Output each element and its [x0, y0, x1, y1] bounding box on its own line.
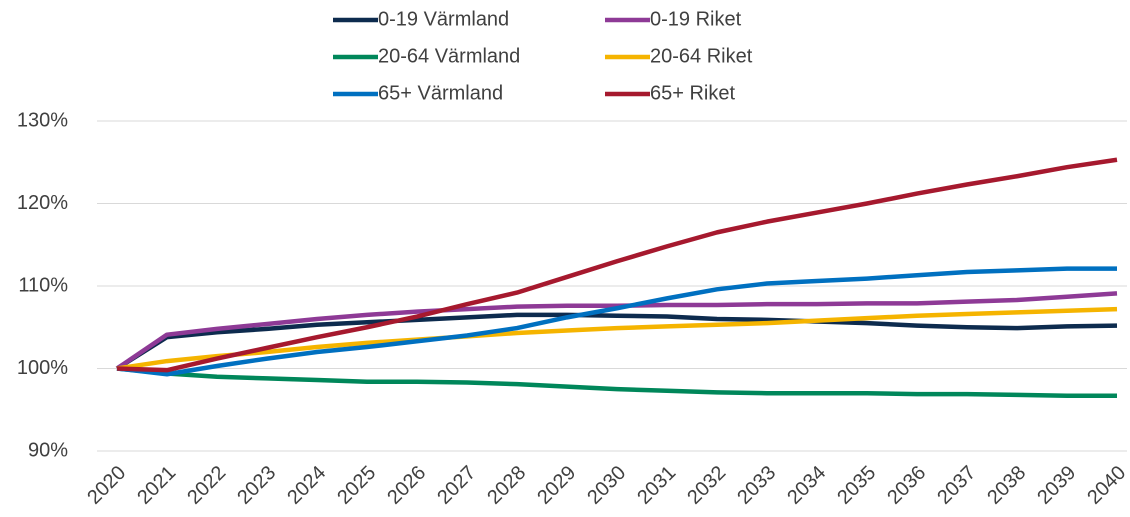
x-tick-label: 2023: [233, 462, 280, 509]
x-tick-label: 2020: [83, 462, 130, 509]
legend-label: 0-19 Riket: [650, 8, 742, 30]
x-tick-label: 2031: [633, 462, 680, 509]
y-tick-label: 110%: [18, 274, 68, 296]
series-line: [115, 312, 1118, 371]
x-tick-label: 2036: [883, 462, 930, 509]
series-line: [115, 291, 1118, 371]
x-tick-label: 2027: [433, 462, 480, 509]
series-line: [116, 366, 1117, 398]
x-tick-label: 2024: [283, 462, 330, 509]
legend-label: 20-64 Riket: [650, 45, 753, 67]
x-tick-label: 2039: [1033, 462, 1080, 509]
y-tick-label: 120%: [17, 192, 68, 214]
x-tick-label: 2032: [683, 462, 730, 509]
legend-label: 65+ Värmland: [378, 82, 503, 104]
x-tick-label: 2037: [933, 462, 980, 509]
x-tick-label: 2035: [833, 462, 880, 509]
legend-label: 65+ Riket: [650, 82, 735, 104]
x-tick-label: 2028: [483, 462, 530, 509]
legend-label: 0-19 Värmland: [378, 8, 509, 30]
y-tick-label: 130%: [17, 109, 68, 131]
series-line: [116, 306, 1118, 371]
x-tick-label: 2040: [1083, 462, 1130, 509]
series-line: [116, 157, 1118, 373]
x-tick-label: 2029: [533, 462, 580, 509]
series-line: [116, 266, 1117, 377]
x-tick-label: 2022: [183, 462, 230, 509]
x-tick-label: 2025: [333, 462, 380, 509]
x-tick-label: 2034: [783, 462, 830, 509]
y-tick-label: 100%: [17, 357, 68, 379]
x-tick-label: 2033: [733, 462, 780, 509]
x-tick-label: 2038: [983, 462, 1030, 509]
x-tick-label: 2021: [133, 462, 180, 509]
x-tick-label: 2026: [383, 462, 430, 509]
y-tick-label: 90%: [28, 439, 68, 461]
legend-label: 20-64 Värmland: [378, 45, 520, 67]
x-tick-label: 2030: [583, 462, 630, 509]
